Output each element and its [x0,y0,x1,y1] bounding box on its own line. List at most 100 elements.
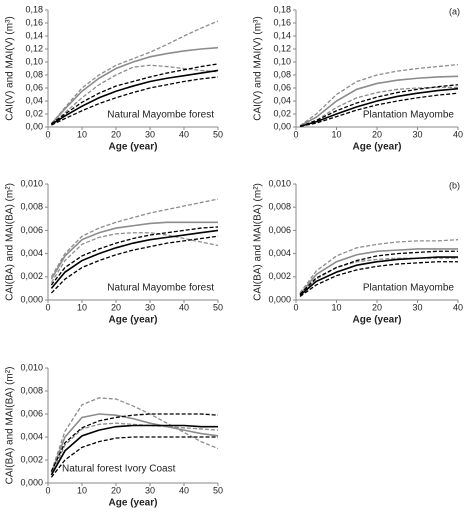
y-axis-title: CAI(BA) and MAI(BA) (m²) [5,183,16,301]
x-tick-label: 0 [45,129,50,139]
x-axis-title: Age (year) [353,315,402,326]
series-line [50,413,219,472]
x-tick-label: 0 [45,302,50,312]
y-tick-label: 0,008 [20,202,43,212]
x-axis-title: Age (year) [109,498,158,509]
x-tick-label: 40 [179,302,189,312]
y-tick-label: 0,006 [20,225,43,235]
y-tick-label: 0,004 [268,248,291,258]
series-line [50,422,219,476]
y-axis-title: CAI(BA) and MAI(BA) (m²) [5,367,16,485]
x-tick-label: 10 [77,129,87,139]
y-tick-label: 0,08 [273,69,291,79]
series-line [299,92,459,127]
y-tick-label: 0,10 [25,56,43,66]
y-tick-label: 0,08 [25,69,43,79]
series-line [51,76,219,126]
series-line [299,84,459,127]
y-tick-label: 0,18 [25,4,43,14]
series-line [299,248,458,295]
panel-label: (a) [449,6,460,16]
x-axis-title: Age (year) [353,142,402,153]
y-axis-title: CAI(V) and MAI(V) (m³) [5,16,16,120]
y-tick-label: 0,12 [273,43,291,53]
series-line [50,226,219,286]
x-tick-label: 30 [145,129,155,139]
series-line [299,87,459,128]
y-tick-label: 0,004 [20,248,43,258]
y-tick-label: 0,008 [268,202,291,212]
y-tick-label: 0,004 [20,431,43,441]
series-line [50,221,218,280]
y-tick-label: 0,04 [25,95,43,105]
x-tick-label: 30 [412,302,422,312]
y-tick-label: 0,008 [20,385,43,395]
y-tick-label: 0,002 [268,271,291,281]
y-tick-label: 0,010 [268,178,291,188]
panel-label: (b) [449,180,460,190]
x-axis-title: Age (year) [109,142,158,153]
x-tick-label: 0 [293,129,298,139]
x-tick-label: 20 [111,485,121,495]
y-tick-label: 0,000 [268,294,291,304]
series-line [51,63,219,125]
series-line [50,69,219,126]
x-tick-label: 10 [331,302,341,312]
series-line [50,229,219,289]
series-line [299,75,459,127]
series-line [50,232,219,283]
x-tick-label: 40 [453,302,463,312]
y-tick-label: 0,000 [20,294,43,304]
y-tick-label: 0,16 [25,17,43,27]
x-tick-label: 50 [213,302,223,312]
y-tick-label: 0,02 [273,108,291,118]
x-axis-title: Age (year) [109,315,158,326]
x-tick-label: 30 [145,302,155,312]
x-tick-label: 0 [45,485,50,495]
y-tick-label: 0,000 [20,477,43,487]
x-tick-label: 20 [372,302,382,312]
x-tick-label: 30 [412,129,422,139]
series-line [299,256,458,296]
y-tick-label: 0,006 [268,225,291,235]
x-tick-label: 50 [213,129,223,139]
y-tick-label: 0,04 [273,95,291,105]
y-tick-label: 0,16 [273,17,291,27]
x-tick-label: 20 [372,129,382,139]
x-tick-label: 10 [77,302,87,312]
y-tick-label: 0,010 [20,178,43,188]
y-tick-label: 0,18 [273,4,291,14]
y-axis-title: CAI(BA) and MAI(BA) (m²) [253,183,264,301]
series-line [50,20,219,125]
y-tick-label: 0,14 [273,30,291,40]
x-tick-label: 10 [77,485,87,495]
series-line [50,198,219,278]
annotation: Natural forest Ivory Coast [62,464,176,475]
y-tick-label: 0,002 [20,271,43,281]
x-tick-label: 0 [293,302,298,312]
series-line [299,86,458,127]
y-tick-label: 0,010 [20,362,43,372]
series-line [299,261,458,298]
y-tick-label: 0,10 [273,56,291,66]
x-tick-label: 50 [213,485,223,495]
x-tick-label: 20 [111,302,121,312]
x-tick-label: 40 [453,129,463,139]
annotation: Natural Mayombe forest [107,110,214,121]
annotation: Plantation Mayombe [363,110,455,121]
y-axis-title: CAI(V) and MAI(V) (m³) [253,16,264,120]
series-line [299,250,458,295]
annotation: Natural Mayombe forest [107,283,214,294]
x-tick-label: 30 [145,485,155,495]
series-line [299,63,459,127]
annotation: Plantation Mayombe [363,283,455,294]
series-line [50,397,219,472]
y-tick-label: 0,14 [25,30,43,40]
series-line [50,46,219,125]
series-line [50,436,218,478]
y-tick-label: 0,06 [273,82,291,92]
y-tick-label: 0,00 [25,121,43,131]
y-tick-label: 0,12 [25,43,43,53]
y-tick-label: 0,06 [25,82,43,92]
